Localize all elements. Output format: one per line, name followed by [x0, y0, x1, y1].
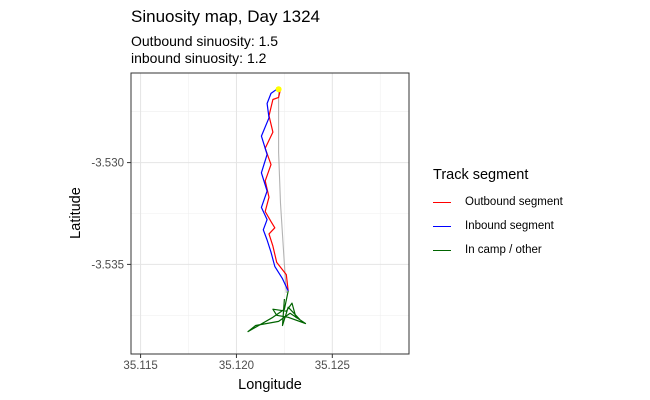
legend-label-inbound: Inbound segment [465, 220, 554, 232]
legend-key-in-camp [433, 249, 451, 251]
x-axis-label: Longitude [238, 377, 302, 393]
series-line-outbound-segment [264, 89, 289, 291]
series-line-inbound-segment [260, 88, 289, 292]
start-point-marker [275, 86, 282, 93]
chart-subtitle-outbound: Outbound sinuosity: 1.5 [131, 33, 279, 49]
legend-key-outbound [433, 201, 451, 203]
track-series [247, 88, 307, 333]
legend-key-inbound [433, 225, 451, 227]
legend-label-outbound: Outbound segment [465, 196, 563, 208]
y-axis: -3.530 -3.535 [91, 158, 131, 271]
y-tick-label: -3.535 [91, 259, 124, 271]
y-tick-label: -3.530 [91, 158, 124, 170]
legend-item-inbound: Inbound segment [433, 219, 554, 233]
legend-item-in-camp: In camp / other [433, 243, 542, 257]
plot-panel-border [130, 72, 410, 355]
track-markers [275, 86, 282, 93]
chart-title: Sinuosity map, Day 1324 [131, 7, 320, 26]
legend-title: Track segment [433, 167, 529, 183]
x-tick-label: 35.120 [219, 360, 254, 372]
y-axis-label: Latitude [68, 187, 84, 239]
x-tick-label: 35.125 [315, 360, 350, 372]
chart-subtitle-inbound: inbound sinuosity: 1.2 [131, 50, 267, 66]
series-line-in-camp-other [247, 290, 307, 333]
x-tick-label: 35.115 [123, 360, 157, 372]
x-axis: 35.115 35.120 35.125 [123, 354, 350, 372]
legend-item-outbound: Outbound segment [433, 195, 563, 209]
major-gridlines [131, 73, 409, 354]
legend-label-in-camp: In camp / other [465, 244, 542, 256]
